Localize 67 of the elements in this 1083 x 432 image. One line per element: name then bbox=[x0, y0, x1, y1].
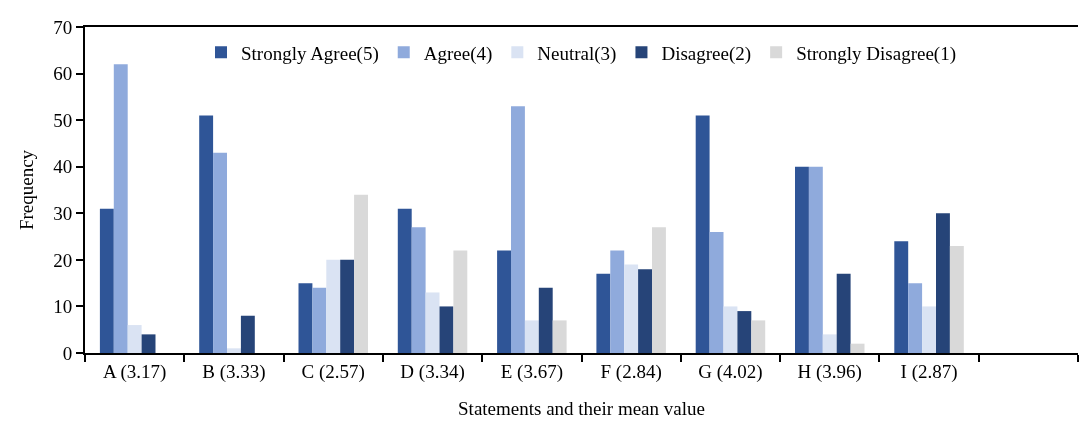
y-tick-label: 20 bbox=[53, 249, 73, 271]
x-tick-label: D (3.34) bbox=[400, 360, 465, 383]
bar bbox=[737, 311, 752, 353]
legend-label: Neutral(3) bbox=[537, 42, 617, 65]
legend-label: Strongly Agree(5) bbox=[241, 42, 379, 65]
y-tick-label: 30 bbox=[53, 202, 73, 224]
bar bbox=[709, 231, 724, 353]
y-tick-label: 40 bbox=[53, 156, 73, 178]
bar bbox=[453, 250, 468, 353]
bar bbox=[141, 334, 156, 353]
bar bbox=[552, 320, 567, 353]
bar bbox=[822, 334, 837, 353]
bar bbox=[795, 166, 809, 353]
bar bbox=[850, 343, 865, 353]
bar bbox=[240, 315, 255, 353]
legend-label: Disagree(2) bbox=[661, 42, 752, 65]
x-tick-label: H (3.96) bbox=[797, 360, 862, 383]
x-tick-label: G (4.02) bbox=[698, 360, 763, 383]
bar bbox=[340, 259, 355, 353]
y-tick-label: 10 bbox=[53, 296, 73, 318]
bar bbox=[411, 227, 426, 353]
x-tick-label: E (3.67) bbox=[500, 360, 563, 383]
bar bbox=[354, 194, 369, 353]
x-tick-label: I (2.87) bbox=[900, 360, 958, 383]
bar bbox=[695, 115, 710, 353]
bar bbox=[425, 292, 440, 353]
legend-label: Agree(4) bbox=[423, 42, 493, 65]
x-tick-label: F (2.84) bbox=[600, 360, 662, 383]
y-tick-label: 60 bbox=[53, 63, 73, 85]
x-axis-title: Statements and their mean value bbox=[458, 398, 705, 420]
bar bbox=[312, 287, 327, 353]
bar bbox=[638, 269, 652, 353]
bar bbox=[652, 227, 666, 353]
y-tick-label: 0 bbox=[62, 342, 73, 364]
x-tick-label: B (3.33) bbox=[202, 360, 266, 383]
bar bbox=[298, 283, 313, 353]
bar bbox=[213, 152, 227, 353]
x-tick-label: C (2.57) bbox=[301, 360, 365, 383]
bar bbox=[326, 259, 341, 353]
bar bbox=[397, 208, 412, 353]
bar bbox=[610, 250, 625, 353]
bar bbox=[922, 306, 936, 353]
bar bbox=[836, 273, 851, 353]
bar bbox=[936, 213, 950, 353]
bar bbox=[908, 283, 923, 353]
bar bbox=[808, 166, 823, 353]
bar bbox=[511, 106, 525, 353]
bar bbox=[624, 264, 639, 353]
y-tick-label: 50 bbox=[53, 109, 73, 131]
bar bbox=[439, 306, 454, 353]
bar bbox=[127, 325, 142, 353]
bar bbox=[497, 250, 511, 353]
bar bbox=[99, 208, 114, 353]
bar bbox=[949, 245, 964, 353]
y-axis-title: Frequency bbox=[15, 149, 37, 231]
bar bbox=[596, 273, 611, 353]
bar bbox=[894, 241, 909, 353]
bar bbox=[751, 320, 766, 353]
legend-label: Strongly Disagree(1) bbox=[796, 42, 957, 65]
bar bbox=[199, 115, 214, 353]
bar bbox=[723, 306, 738, 353]
bar bbox=[227, 348, 241, 353]
bar bbox=[524, 320, 539, 353]
bar bbox=[113, 64, 128, 353]
x-tick-label: A (3.17) bbox=[102, 360, 167, 383]
y-tick-label: 70 bbox=[53, 16, 73, 38]
bar bbox=[538, 287, 553, 353]
